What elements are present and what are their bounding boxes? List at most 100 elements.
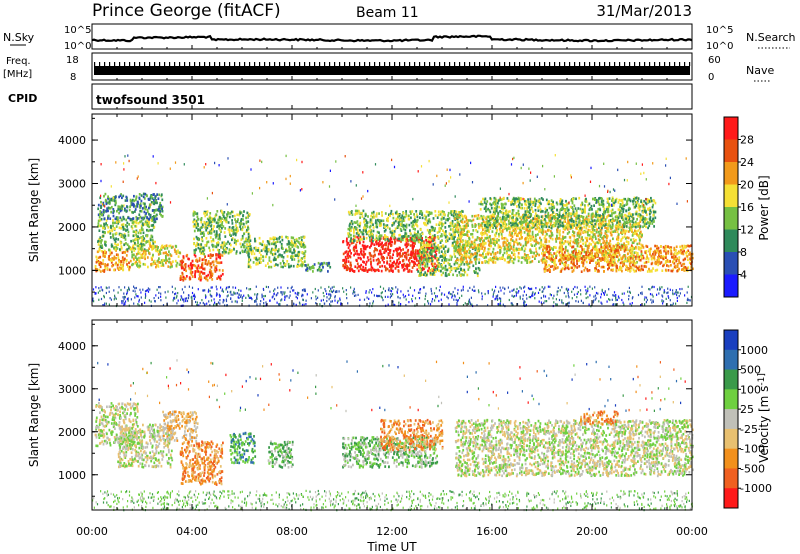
heatmap-cell (466, 274, 468, 277)
heatmap-cell (250, 239, 252, 242)
heatmap-cell (384, 236, 386, 239)
heatmap-cell (118, 261, 120, 264)
heatmap-cell (199, 274, 201, 277)
heatmap-cell (201, 238, 203, 241)
heatmap-cell (254, 257, 256, 260)
heatmap-cell (205, 259, 207, 262)
heatmap-cell (409, 210, 411, 213)
heatmap-cell (373, 211, 375, 214)
heatmap-cell (109, 217, 111, 220)
heatmap-cell (416, 224, 418, 227)
heatmap-cell (196, 244, 198, 247)
heatmap-cell (268, 248, 270, 251)
heatmap-cell (245, 217, 247, 220)
heatmap-cell (510, 246, 512, 249)
heatmap-cell (215, 270, 217, 273)
heatmap-cell (358, 234, 360, 237)
heatmap-cell (427, 270, 429, 273)
freq-spike (309, 62, 310, 66)
heatmap-cell (376, 243, 378, 246)
heatmap-cell (217, 241, 219, 244)
heatmap-cell (249, 243, 251, 246)
heatmap-cell (373, 255, 375, 258)
freq-spike (564, 62, 565, 66)
heatmap-cell (412, 223, 414, 226)
heatmap-cell (447, 219, 449, 222)
heatmap-cell (360, 268, 362, 271)
heatmap-cell (144, 193, 146, 196)
heatmap-cell (141, 200, 143, 203)
heatmap-cell (369, 246, 371, 249)
heatmap-cell (449, 270, 451, 273)
heatmap-cell (443, 267, 445, 270)
heatmap-cell (441, 274, 443, 277)
heatmap-cell (475, 256, 477, 259)
heatmap-cell (440, 241, 442, 244)
heatmap-cell (365, 263, 367, 266)
freq-spike (684, 62, 685, 66)
heatmap-cell (372, 267, 374, 270)
heatmap-cell (453, 215, 455, 218)
heatmap-cell (225, 219, 227, 222)
heatmap-cell (410, 256, 412, 259)
heatmap-cell (413, 245, 415, 248)
heatmap-cell (440, 247, 442, 250)
heatmap-cell (442, 245, 444, 248)
heatmap-cell (203, 247, 205, 250)
heatmap-cell (145, 215, 147, 218)
heatmap-cell (137, 205, 139, 208)
heatmap-cell (255, 247, 257, 250)
heatmap-cell (244, 245, 246, 248)
heatmap-cell (171, 246, 173, 249)
heatmap-cell (156, 193, 158, 196)
cpid-value: twofsound 3501 (96, 93, 205, 107)
heatmap-cell (164, 247, 166, 250)
heatmap-cell (228, 221, 230, 224)
heatmap-cell (373, 259, 375, 262)
heatmap-cell (445, 254, 447, 257)
heatmap-cell (535, 218, 537, 221)
heatmap-cell (119, 268, 121, 271)
heatmap-cell (273, 236, 275, 239)
heatmap-cell (115, 202, 117, 205)
heatmap-cell (357, 253, 359, 256)
heatmap-cell (228, 252, 230, 255)
heatmap-cell (246, 222, 248, 225)
heatmap-cell (104, 241, 106, 244)
heatmap-cell (141, 255, 143, 258)
nsky-tick-top: 10^5 (64, 25, 91, 36)
heatmap-cell (106, 203, 108, 206)
freq-spike (474, 62, 475, 66)
heatmap-cell (421, 240, 423, 243)
heatmap-cell (145, 221, 147, 224)
heatmap-cell (381, 211, 383, 214)
freq-spike (324, 62, 325, 66)
heatmap-cell (393, 233, 395, 236)
heatmap-cell (244, 250, 246, 253)
heatmap-cell (294, 241, 296, 244)
heatmap-cell (236, 250, 238, 253)
heatmap-cell (222, 246, 224, 249)
freq-spike (384, 62, 385, 66)
heatmap-cell (109, 230, 111, 233)
freq-spike (349, 62, 350, 66)
heatmap-cell (216, 222, 218, 225)
heatmap-cell (275, 245, 277, 248)
heatmap-cell (354, 249, 356, 252)
heatmap-cell (441, 250, 443, 253)
heatmap-cell (419, 260, 421, 263)
heatmap-cell (145, 212, 147, 215)
heatmap-cell (440, 265, 442, 268)
heatmap-cell (191, 267, 193, 270)
heatmap-cell (248, 253, 250, 256)
heatmap-cell (405, 210, 407, 213)
heatmap-cell (235, 240, 237, 243)
heatmap-cell (427, 243, 429, 246)
heatmap-cell (136, 258, 138, 261)
heatmap-cell (117, 264, 119, 267)
heatmap-cell (428, 267, 430, 270)
heatmap-cell (126, 210, 128, 213)
heatmap-cell (298, 253, 300, 256)
heatmap-cell (190, 270, 192, 273)
freq-spike (469, 62, 470, 66)
